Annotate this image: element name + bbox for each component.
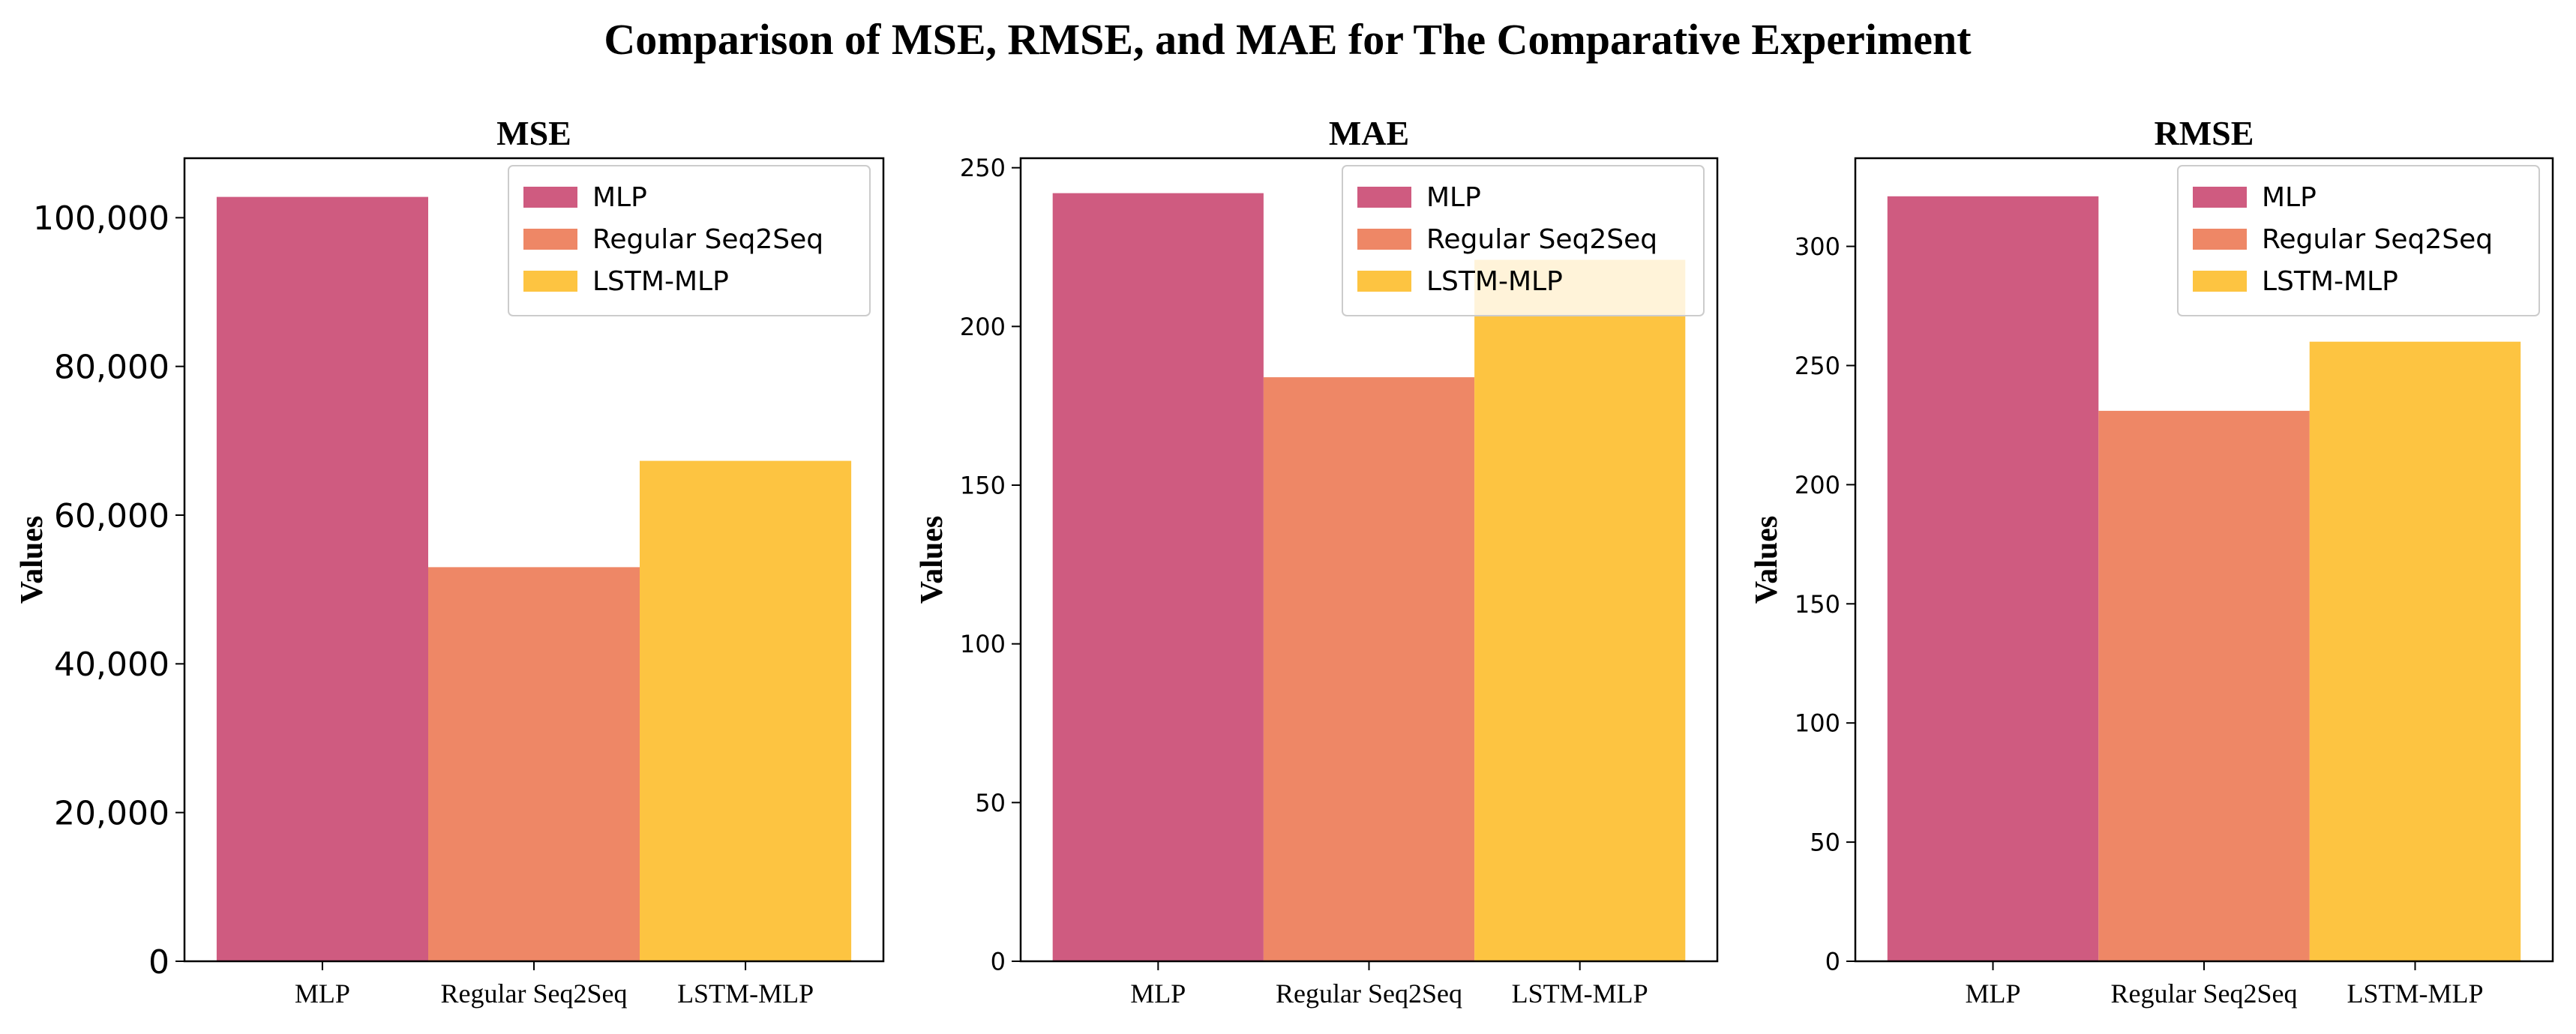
x-tick-label: Regular Seq2Seq — [2111, 979, 2298, 1009]
panel-title-mse: MSE — [496, 114, 571, 152]
bar-mae-lstm-mlp — [1474, 259, 1686, 961]
x-tick-label: MLP — [295, 979, 350, 1009]
bar-rmse-lstm-mlp — [2309, 341, 2521, 961]
y-tick-label: 0 — [148, 943, 169, 982]
axes-frame-rmse — [1854, 157, 2554, 963]
panel-mse: MLP Regular Seq2Seq LSTM-MLP 0 20,000 40,000 6… — [15, 114, 885, 1009]
legend-swatch — [2193, 271, 2247, 292]
legend-label: LSTM-MLP — [2262, 266, 2398, 297]
bar-mse-regular-seq2seq — [428, 567, 640, 961]
legend-swatch — [523, 187, 577, 208]
bar-mae-mlp — [1052, 193, 1264, 962]
legend-swatch — [2193, 187, 2247, 208]
y-axis-label-mse: Values — [15, 516, 49, 604]
y-tick-label: 40,000 — [54, 646, 169, 684]
x-tick-label: Regular Seq2Seq — [1276, 979, 1462, 1009]
y-tick-label: 80,000 — [54, 349, 169, 387]
legend-rmse: MLP Regular Seq2Seq LSTM-MLP — [2177, 165, 2540, 316]
legend-swatch — [1357, 187, 1411, 208]
legend-box — [1342, 165, 1705, 316]
legend-swatch — [523, 229, 577, 250]
y-tick-label: 0 — [1825, 948, 1840, 976]
bar-mae-regular-seq2seq — [1263, 377, 1475, 962]
y-tick-label: 150 — [1795, 590, 1840, 619]
bar-rmse-regular-seq2seq — [2098, 410, 2310, 961]
legend-swatch — [1357, 271, 1411, 292]
x-tick-label: LSTM-MLP — [1512, 979, 1648, 1009]
x-tick-label: LSTM-MLP — [677, 979, 814, 1009]
bar-rmse-mlp — [1887, 196, 2099, 961]
panel-rmse: MLP Regular Seq2Seq LSTM-MLP 0 50 100 150 200 25… — [1750, 114, 2554, 1009]
legend-swatch — [2193, 229, 2247, 250]
y-axis-label-mae: Values — [915, 516, 949, 604]
legend-box — [2177, 165, 2540, 316]
x-tick-label: LSTM-MLP — [2347, 979, 2483, 1009]
y-axis-label-rmse: Values — [1750, 516, 1784, 604]
legend-label: MLP — [1426, 182, 1481, 213]
figure-title: Comparison of MSE, RMSE, and MAE for The… — [604, 15, 1972, 64]
bar-mse-lstm-mlp — [640, 460, 852, 961]
y-tick-label: 150 — [960, 472, 1006, 500]
y-tick-label: 300 — [1795, 232, 1840, 261]
x-tick-label: MLP — [1966, 979, 2021, 1009]
y-tick-label: 100,000 — [33, 199, 169, 238]
y-tick-label: 100 — [1795, 709, 1840, 738]
legend-label: LSTM-MLP — [592, 266, 729, 297]
y-tick-label: 20,000 — [54, 795, 169, 833]
y-tick-label: 200 — [1795, 471, 1840, 499]
y-tick-label: 250 — [960, 154, 1006, 182]
legend-mse: MLP Regular Seq2Seq LSTM-MLP — [508, 165, 871, 316]
legend-label: Regular Seq2Seq — [2262, 224, 2493, 255]
bar-mse-mlp — [216, 196, 428, 962]
y-tick-label: 0 — [991, 948, 1006, 976]
y-tick-label: 50 — [975, 789, 1006, 817]
y-tick-label: 60,000 — [54, 497, 169, 535]
legend-swatch — [523, 271, 577, 292]
y-tick-label: 50 — [1810, 829, 1840, 857]
legend-label: Regular Seq2Seq — [592, 224, 823, 255]
legend-label: MLP — [2262, 182, 2317, 213]
axes-frame-mse — [183, 157, 885, 963]
panel-title-rmse: RMSE — [2155, 114, 2254, 152]
y-tick-label: 200 — [960, 313, 1006, 341]
legend-label: LSTM-MLP — [1426, 266, 1563, 297]
legend-label: Regular Seq2Seq — [1426, 224, 1657, 255]
legend-mae: MLP Regular Seq2Seq LSTM-MLP — [1342, 165, 1705, 316]
x-tick-label: Regular Seq2Seq — [441, 979, 628, 1009]
legend-label: MLP — [592, 182, 647, 213]
x-tick-label: MLP — [1130, 979, 1186, 1009]
y-tick-label: 250 — [1795, 352, 1840, 380]
panel-mae: MLP Regular Seq2Seq LSTM-MLP 0 50 100 150 200 25… — [915, 114, 1719, 1009]
axes-frame-mae — [1019, 157, 1719, 963]
y-tick-label: 100 — [960, 630, 1006, 658]
legend-box — [508, 165, 871, 316]
panel-title-mae: MAE — [1329, 114, 1409, 152]
legend-swatch — [1357, 229, 1411, 250]
